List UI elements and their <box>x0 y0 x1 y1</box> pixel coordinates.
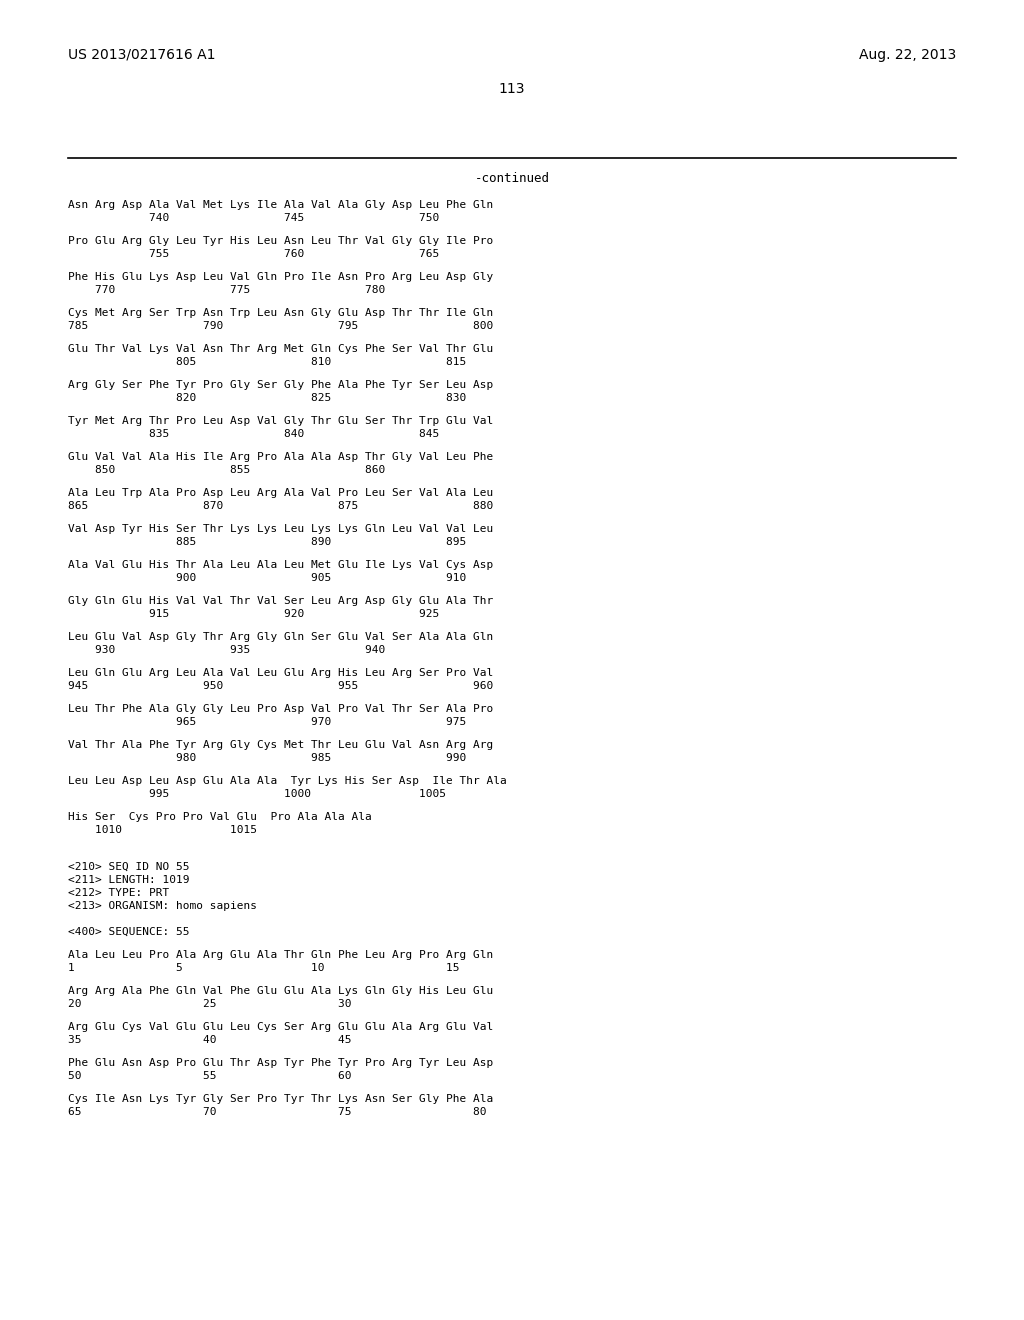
Text: 885                 890                 895: 885 890 895 <box>68 537 466 546</box>
Text: 805                 810                 815: 805 810 815 <box>68 356 466 367</box>
Text: Asn Arg Asp Ala Val Met Lys Ile Ala Val Ala Gly Asp Leu Phe Gln: Asn Arg Asp Ala Val Met Lys Ile Ala Val … <box>68 201 494 210</box>
Text: 820                 825                 830: 820 825 830 <box>68 393 466 403</box>
Text: Phe Glu Asn Asp Pro Glu Thr Asp Tyr Phe Tyr Pro Arg Tyr Leu Asp: Phe Glu Asn Asp Pro Glu Thr Asp Tyr Phe … <box>68 1059 494 1068</box>
Text: <400> SEQUENCE: 55: <400> SEQUENCE: 55 <box>68 927 189 937</box>
Text: Ala Val Glu His Thr Ala Leu Ala Leu Met Glu Ile Lys Val Cys Asp: Ala Val Glu His Thr Ala Leu Ala Leu Met … <box>68 560 494 570</box>
Text: Phe His Glu Lys Asp Leu Val Gln Pro Ile Asn Pro Arg Leu Asp Gly: Phe His Glu Lys Asp Leu Val Gln Pro Ile … <box>68 272 494 282</box>
Text: US 2013/0217616 A1: US 2013/0217616 A1 <box>68 48 215 62</box>
Text: 850                 855                 860: 850 855 860 <box>68 465 385 475</box>
Text: Pro Glu Arg Gly Leu Tyr His Leu Asn Leu Thr Val Gly Gly Ile Pro: Pro Glu Arg Gly Leu Tyr His Leu Asn Leu … <box>68 236 494 246</box>
Text: Arg Arg Ala Phe Gln Val Phe Glu Glu Ala Lys Gln Gly His Leu Glu: Arg Arg Ala Phe Gln Val Phe Glu Glu Ala … <box>68 986 494 997</box>
Text: Arg Gly Ser Phe Tyr Pro Gly Ser Gly Phe Ala Phe Tyr Ser Leu Asp: Arg Gly Ser Phe Tyr Pro Gly Ser Gly Phe … <box>68 380 494 389</box>
Text: Cys Ile Asn Lys Tyr Gly Ser Pro Tyr Thr Lys Asn Ser Gly Phe Ala: Cys Ile Asn Lys Tyr Gly Ser Pro Tyr Thr … <box>68 1094 494 1104</box>
Text: Leu Leu Asp Leu Asp Glu Ala Ala  Tyr Lys His Ser Asp  Ile Thr Ala: Leu Leu Asp Leu Asp Glu Ala Ala Tyr Lys … <box>68 776 507 785</box>
Text: 785                 790                 795                 800: 785 790 795 800 <box>68 321 494 331</box>
Text: 930                 935                 940: 930 935 940 <box>68 645 385 655</box>
Text: Gly Gln Glu His Val Val Thr Val Ser Leu Arg Asp Gly Glu Ala Thr: Gly Gln Glu His Val Val Thr Val Ser Leu … <box>68 597 494 606</box>
Text: 980                 985                 990: 980 985 990 <box>68 752 466 763</box>
Text: Glu Thr Val Lys Val Asn Thr Arg Met Gln Cys Phe Ser Val Thr Glu: Glu Thr Val Lys Val Asn Thr Arg Met Gln … <box>68 345 494 354</box>
Text: 1010                1015: 1010 1015 <box>68 825 257 836</box>
Text: Aug. 22, 2013: Aug. 22, 2013 <box>859 48 956 62</box>
Text: 770                 775                 780: 770 775 780 <box>68 285 385 294</box>
Text: Leu Glu Val Asp Gly Thr Arg Gly Gln Ser Glu Val Ser Ala Ala Gln: Leu Glu Val Asp Gly Thr Arg Gly Gln Ser … <box>68 632 494 642</box>
Text: <210> SEQ ID NO 55: <210> SEQ ID NO 55 <box>68 862 189 873</box>
Text: 915                 920                 925: 915 920 925 <box>68 609 439 619</box>
Text: 945                 950                 955                 960: 945 950 955 960 <box>68 681 494 690</box>
Text: 740                 745                 750: 740 745 750 <box>68 213 439 223</box>
Text: Glu Val Val Ala His Ile Arg Pro Ala Ala Asp Thr Gly Val Leu Phe: Glu Val Val Ala His Ile Arg Pro Ala Ala … <box>68 451 494 462</box>
Text: Leu Thr Phe Ala Gly Gly Leu Pro Asp Val Pro Val Thr Ser Ala Pro: Leu Thr Phe Ala Gly Gly Leu Pro Asp Val … <box>68 704 494 714</box>
Text: 65                  70                  75                  80: 65 70 75 80 <box>68 1107 486 1117</box>
Text: 113: 113 <box>499 82 525 96</box>
Text: 755                 760                 765: 755 760 765 <box>68 249 439 259</box>
Text: 835                 840                 845: 835 840 845 <box>68 429 439 440</box>
Text: His Ser  Cys Pro Pro Val Glu  Pro Ala Ala Ala: His Ser Cys Pro Pro Val Glu Pro Ala Ala … <box>68 812 372 822</box>
Text: 995                 1000                1005: 995 1000 1005 <box>68 789 446 799</box>
Text: <213> ORGANISM: homo sapiens: <213> ORGANISM: homo sapiens <box>68 902 257 911</box>
Text: 50                  55                  60: 50 55 60 <box>68 1071 351 1081</box>
Text: Leu Gln Glu Arg Leu Ala Val Leu Glu Arg His Leu Arg Ser Pro Val: Leu Gln Glu Arg Leu Ala Val Leu Glu Arg … <box>68 668 494 678</box>
Text: Ala Leu Leu Pro Ala Arg Glu Ala Thr Gln Phe Leu Arg Pro Arg Gln: Ala Leu Leu Pro Ala Arg Glu Ala Thr Gln … <box>68 950 494 960</box>
Text: Tyr Met Arg Thr Pro Leu Asp Val Gly Thr Glu Ser Thr Trp Glu Val: Tyr Met Arg Thr Pro Leu Asp Val Gly Thr … <box>68 416 494 426</box>
Text: 1               5                   10                  15: 1 5 10 15 <box>68 964 460 973</box>
Text: 900                 905                 910: 900 905 910 <box>68 573 466 583</box>
Text: 865                 870                 875                 880: 865 870 875 880 <box>68 502 494 511</box>
Text: 20                  25                  30: 20 25 30 <box>68 999 351 1008</box>
Text: <212> TYPE: PRT: <212> TYPE: PRT <box>68 888 169 898</box>
Text: 35                  40                  45: 35 40 45 <box>68 1035 351 1045</box>
Text: Val Thr Ala Phe Tyr Arg Gly Cys Met Thr Leu Glu Val Asn Arg Arg: Val Thr Ala Phe Tyr Arg Gly Cys Met Thr … <box>68 741 494 750</box>
Text: -continued: -continued <box>474 172 550 185</box>
Text: <211> LENGTH: 1019: <211> LENGTH: 1019 <box>68 875 189 884</box>
Text: Arg Glu Cys Val Glu Glu Leu Cys Ser Arg Glu Glu Ala Arg Glu Val: Arg Glu Cys Val Glu Glu Leu Cys Ser Arg … <box>68 1022 494 1032</box>
Text: Val Asp Tyr His Ser Thr Lys Lys Leu Lys Lys Gln Leu Val Val Leu: Val Asp Tyr His Ser Thr Lys Lys Leu Lys … <box>68 524 494 535</box>
Text: Cys Met Arg Ser Trp Asn Trp Leu Asn Gly Glu Asp Thr Thr Ile Gln: Cys Met Arg Ser Trp Asn Trp Leu Asn Gly … <box>68 308 494 318</box>
Text: Ala Leu Trp Ala Pro Asp Leu Arg Ala Val Pro Leu Ser Val Ala Leu: Ala Leu Trp Ala Pro Asp Leu Arg Ala Val … <box>68 488 494 498</box>
Text: 965                 970                 975: 965 970 975 <box>68 717 466 727</box>
